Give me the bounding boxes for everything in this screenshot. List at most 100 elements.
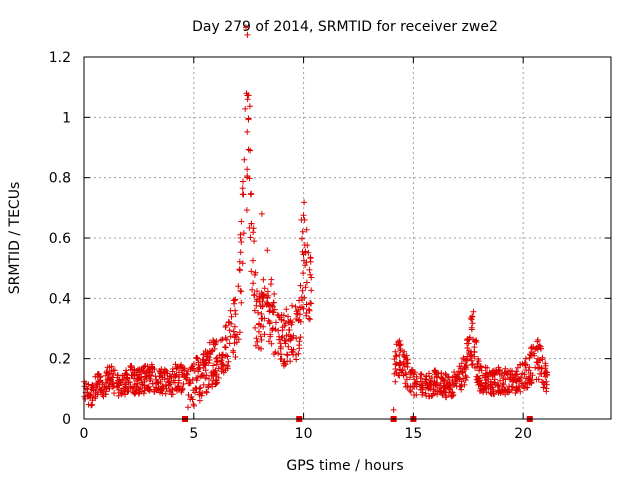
data-point xyxy=(178,389,185,396)
data-point xyxy=(93,380,100,387)
data-point xyxy=(459,369,466,376)
data-point xyxy=(500,389,507,396)
data-point xyxy=(296,338,303,345)
data-point xyxy=(167,373,174,380)
data-point xyxy=(431,367,438,374)
data-point xyxy=(408,367,415,374)
data-point xyxy=(128,364,135,371)
data-point xyxy=(250,257,256,264)
data-point xyxy=(396,337,403,344)
data-point xyxy=(515,384,522,391)
data-point xyxy=(308,287,315,294)
data-point xyxy=(270,309,277,316)
data-point xyxy=(539,354,546,361)
data-point xyxy=(239,185,246,192)
data-point xyxy=(418,371,425,378)
data-point xyxy=(226,327,233,334)
data-point xyxy=(458,386,465,393)
data-point xyxy=(210,368,217,375)
data-point xyxy=(240,178,246,185)
data-point xyxy=(392,378,399,385)
data-point xyxy=(247,147,254,154)
x-tick-label: 0 xyxy=(80,426,89,442)
data-point xyxy=(281,362,287,369)
data-point xyxy=(244,31,251,38)
data-point xyxy=(243,207,250,214)
data-point xyxy=(525,376,531,382)
y-tick-label: 0 xyxy=(62,412,71,428)
data-point xyxy=(141,363,148,370)
data-point xyxy=(222,324,229,330)
data-point xyxy=(429,392,436,399)
data-point xyxy=(268,340,275,347)
data-point xyxy=(473,339,480,345)
data-point xyxy=(97,373,104,380)
data-point xyxy=(500,375,507,382)
data-point xyxy=(295,306,302,313)
data-point xyxy=(391,356,398,363)
data-point xyxy=(171,371,178,378)
data-point xyxy=(503,370,510,377)
data-point xyxy=(141,384,148,391)
data-point xyxy=(396,361,403,368)
data-point xyxy=(299,235,305,242)
data-point xyxy=(307,271,314,278)
data-point xyxy=(543,388,550,395)
chart-title: Day 279 of 2014, SRMTID for receiver zwe… xyxy=(192,19,498,35)
data-point xyxy=(283,332,290,339)
data-point xyxy=(279,333,286,340)
data-point xyxy=(536,364,543,371)
y-tick-label: 0.6 xyxy=(49,231,71,247)
data-point xyxy=(536,357,543,364)
data-point xyxy=(450,391,457,398)
data-point xyxy=(403,371,410,378)
data-point xyxy=(220,369,227,376)
data-point xyxy=(153,376,160,383)
data-point xyxy=(117,379,124,386)
data-point xyxy=(453,383,460,390)
data-point xyxy=(244,128,251,135)
data-point xyxy=(522,355,529,362)
data-point xyxy=(197,384,204,391)
data-point xyxy=(164,375,171,382)
data-point xyxy=(308,274,315,281)
data-point xyxy=(278,316,285,323)
data-point xyxy=(193,354,200,361)
data-point xyxy=(169,386,176,393)
data-point xyxy=(103,379,110,386)
data-point xyxy=(134,377,141,384)
data-point xyxy=(140,390,147,397)
data-point xyxy=(103,388,109,395)
data-point xyxy=(452,380,459,387)
data-point xyxy=(154,379,161,386)
data-point xyxy=(281,337,288,344)
data-point xyxy=(299,228,306,235)
data-point xyxy=(297,334,304,341)
data-point xyxy=(146,377,153,384)
data-point xyxy=(489,386,496,393)
data-point xyxy=(300,212,307,219)
data-point xyxy=(303,279,310,286)
data-point xyxy=(152,384,159,391)
data-point xyxy=(148,365,155,372)
data-point xyxy=(168,391,175,398)
data-point xyxy=(236,258,243,265)
data-point xyxy=(492,369,499,376)
data-point xyxy=(203,389,210,396)
data-point xyxy=(401,348,408,355)
axis-ticks: 0 5 10 15 20 0 0.2 0.4 0.6 0.8 1 1.2 xyxy=(49,50,611,442)
data-point xyxy=(396,372,403,379)
data-point xyxy=(193,385,200,392)
data-point xyxy=(244,166,251,173)
data-point xyxy=(203,388,210,395)
data-point xyxy=(227,307,234,314)
data-point xyxy=(511,376,518,383)
data-point xyxy=(305,306,312,313)
data-point xyxy=(302,284,309,291)
data-point xyxy=(464,336,471,342)
data-point xyxy=(201,372,207,379)
data-point xyxy=(468,326,475,333)
data-point xyxy=(223,322,230,329)
data-point xyxy=(127,363,134,370)
data-point xyxy=(159,383,166,390)
